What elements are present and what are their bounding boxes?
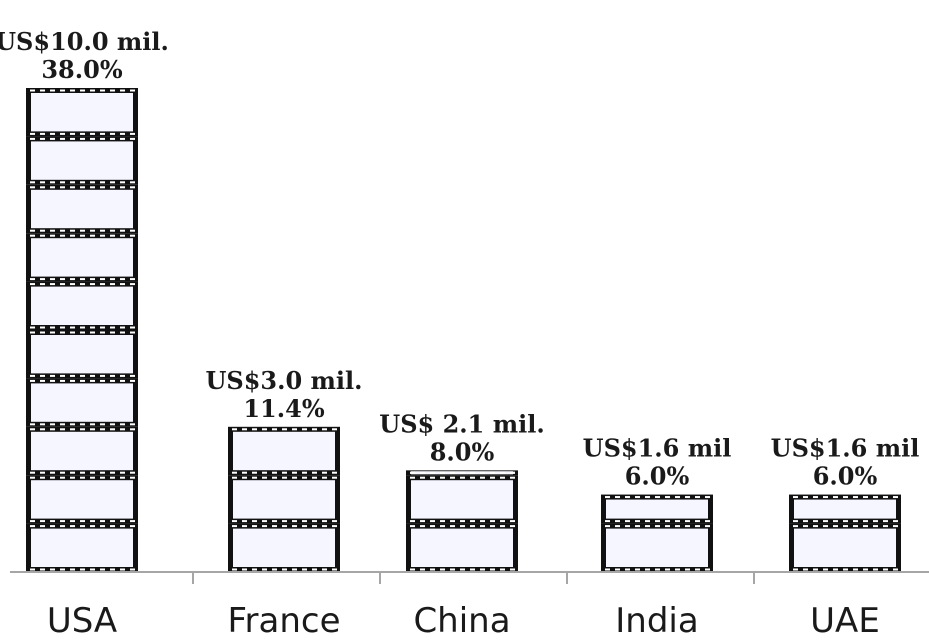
category-label: India <box>615 601 698 640</box>
film-frame <box>26 88 138 137</box>
percent-label: 6.0% <box>625 462 690 491</box>
value-label: US$10.0 mil. <box>0 27 169 56</box>
film-frame <box>406 523 518 572</box>
bar-uae <box>789 494 901 572</box>
value-label: US$1.6 mil <box>583 434 732 463</box>
film-frame <box>789 523 901 572</box>
bar-france <box>228 426 340 572</box>
film-frame <box>26 184 138 234</box>
film-frame <box>26 281 138 330</box>
category-labels-group: USA France China India UAE <box>47 601 880 640</box>
film-frame-partial <box>789 494 901 524</box>
film-frame <box>26 233 138 282</box>
value-label: US$ 2.1 mil. <box>379 409 544 438</box>
film-frame-partial <box>406 470 518 476</box>
bar-india <box>601 494 713 572</box>
film-frame <box>26 378 138 427</box>
film-frame-partial <box>601 494 713 524</box>
bars-group <box>26 88 901 572</box>
film-frame <box>406 475 518 524</box>
film-frame <box>228 523 340 572</box>
category-label: China <box>413 601 510 640</box>
film-frame <box>26 426 138 476</box>
value-label: US$1.6 mil <box>771 434 920 463</box>
film-frame <box>228 475 340 524</box>
category-label: UAE <box>810 601 880 640</box>
value-labels-group: US$10.0 mil.38.0% US$3.0 mil.11.4% US$ 2.1… <box>0 27 919 491</box>
film-frame <box>26 136 138 185</box>
film-frame <box>601 523 713 572</box>
film-frame <box>26 523 138 572</box>
x-axis-ticks <box>192 572 755 584</box>
percent-label: 38.0% <box>41 55 122 84</box>
percent-label: 11.4% <box>243 394 324 423</box>
bar-china <box>406 470 518 572</box>
category-label: France <box>227 601 340 640</box>
film-frame <box>26 330 138 379</box>
percent-label: 6.0% <box>813 462 878 491</box>
category-label: USA <box>47 601 117 640</box>
film-frame <box>228 426 340 476</box>
percent-label: 8.0% <box>430 437 495 466</box>
value-label: US$3.0 mil. <box>205 366 362 395</box>
film-frame <box>26 475 138 524</box>
bar-usa <box>26 88 138 572</box>
